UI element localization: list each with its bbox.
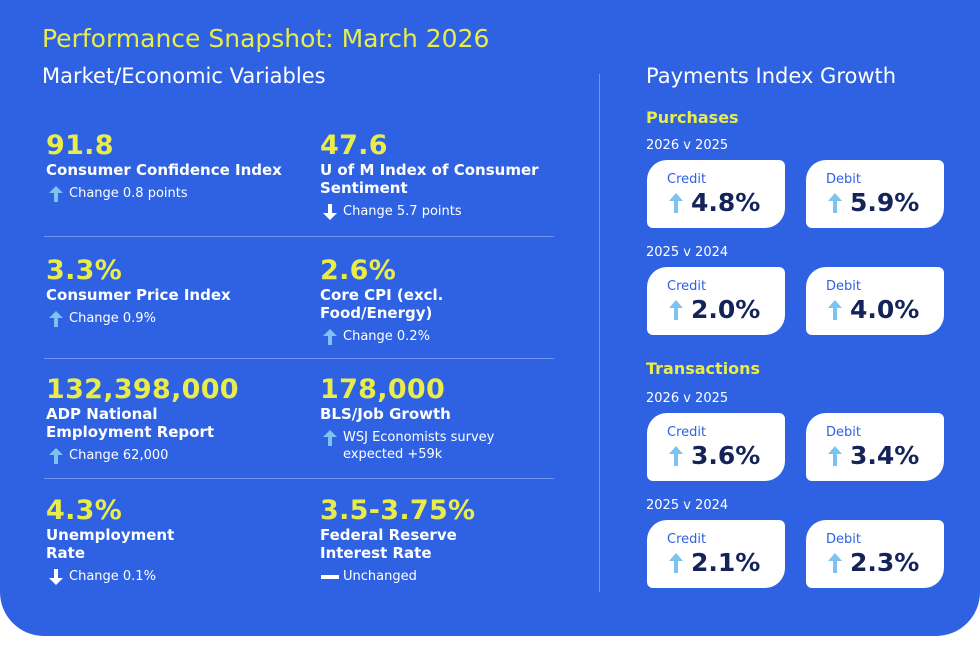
row-divider bbox=[44, 358, 554, 359]
card-value: 2.0% bbox=[691, 295, 761, 324]
metric-change: Change 0.8 points bbox=[46, 185, 306, 203]
card-label: Debit bbox=[826, 279, 861, 294]
up-arrow-icon bbox=[828, 299, 842, 320]
metric-label: Consumer Confidence Index bbox=[46, 161, 282, 179]
period-label: 2025 v 2024 bbox=[646, 498, 729, 513]
card-value: 4.0% bbox=[850, 295, 920, 324]
up-arrow-icon bbox=[49, 186, 63, 202]
period-label: 2026 v 2025 bbox=[646, 391, 729, 406]
metric-change: Unchanged bbox=[320, 568, 500, 586]
metric-label: BLS/Job Growth bbox=[320, 405, 451, 423]
up-arrow-icon bbox=[49, 448, 63, 464]
metric-value: 3.5-3.75% bbox=[320, 495, 476, 526]
purchases-heading: Purchases bbox=[646, 108, 739, 127]
metric-cpi: 3.3% Consumer Price Index Change 0.9% bbox=[46, 256, 306, 328]
metric-label: Unemployment Rate bbox=[46, 526, 175, 562]
metric-change-text: WSJ Economists survey expected +59k bbox=[343, 430, 495, 462]
page-title: Performance Snapshot: March 2026 bbox=[42, 24, 490, 53]
metric-label: U of M Index of Consumer Sentiment bbox=[320, 161, 539, 197]
card-label: Credit bbox=[667, 172, 707, 187]
card-label: Debit bbox=[826, 172, 861, 187]
metric-change-text: Change 0.9% bbox=[69, 311, 156, 326]
up-arrow-icon bbox=[669, 299, 683, 320]
metric-label: Consumer Price Index bbox=[46, 286, 231, 304]
metric-value: 2.6% bbox=[320, 255, 397, 286]
metric-core-cpi: 2.6% Core CPI (excl. Food/Energy) Change… bbox=[320, 256, 520, 346]
transactions-heading: Transactions bbox=[646, 359, 761, 378]
metric-unemployment: 4.3% Unemployment Rate Change 0.1% bbox=[46, 496, 206, 586]
metric-bls-job-growth: 178,000 BLS/Job Growth WSJ Economists su… bbox=[320, 375, 520, 463]
metric-fed-rate: 3.5-3.75% Federal Reserve Interest Rate … bbox=[320, 496, 500, 586]
card-value: 4.8% bbox=[691, 188, 761, 217]
row-divider bbox=[44, 236, 554, 237]
card-value: 2.3% bbox=[850, 548, 920, 577]
transactions-2025-debit-card: Debit 2.3% bbox=[806, 520, 944, 588]
metric-consumer-confidence: 91.8 Consumer Confidence Index Change 0.… bbox=[46, 131, 306, 203]
metric-value: 3.3% bbox=[46, 255, 123, 286]
column-divider bbox=[599, 74, 600, 592]
metric-change: Change 5.7 points bbox=[320, 203, 560, 221]
metric-adp-employment: 132,398,000 ADP National Employment Repo… bbox=[46, 375, 246, 465]
transactions-2026-credit-card: Credit 3.6% bbox=[647, 413, 785, 481]
up-arrow-icon bbox=[323, 430, 337, 446]
transactions-2025-credit-card: Credit 2.1% bbox=[647, 520, 785, 588]
metric-value: 91.8 bbox=[46, 130, 114, 161]
metric-change: Change 0.2% bbox=[320, 328, 520, 346]
up-arrow-icon bbox=[828, 192, 842, 213]
metric-label: Core CPI (excl. Food/Energy) bbox=[320, 286, 444, 322]
up-arrow-icon bbox=[669, 552, 683, 573]
metric-change-text: Change 0.2% bbox=[343, 329, 430, 344]
metric-change-text: Change 62,000 bbox=[69, 448, 169, 463]
flat-dash-icon bbox=[321, 575, 339, 579]
up-arrow-icon bbox=[49, 311, 63, 327]
card-value: 3.6% bbox=[691, 441, 761, 470]
metric-change: Change 0.1% bbox=[46, 568, 206, 586]
payments-index-heading: Payments Index Growth bbox=[646, 64, 897, 88]
metric-change-text: Change 0.8 points bbox=[69, 186, 188, 201]
up-arrow-icon bbox=[669, 192, 683, 213]
period-label: 2026 v 2025 bbox=[646, 138, 729, 153]
down-arrow-icon bbox=[323, 204, 337, 220]
metric-change-text: Change 5.7 points bbox=[343, 204, 462, 219]
card-label: Debit bbox=[826, 532, 861, 547]
down-arrow-icon bbox=[49, 569, 63, 585]
card-value: 5.9% bbox=[850, 188, 920, 217]
metric-change: Change 62,000 bbox=[46, 447, 246, 465]
market-variables-heading: Market/Economic Variables bbox=[42, 64, 326, 88]
period-label: 2025 v 2024 bbox=[646, 245, 729, 260]
up-arrow-icon bbox=[669, 445, 683, 466]
metric-consumer-sentiment: 47.6 U of M Index of Consumer Sentiment … bbox=[320, 131, 560, 221]
metric-value: 178,000 bbox=[320, 374, 446, 405]
card-label: Credit bbox=[667, 279, 707, 294]
metric-value: 4.3% bbox=[46, 495, 123, 526]
card-value: 2.1% bbox=[691, 548, 761, 577]
card-label: Debit bbox=[826, 425, 861, 440]
metric-change-text: Change 0.1% bbox=[69, 569, 156, 584]
card-value: 3.4% bbox=[850, 441, 920, 470]
up-arrow-icon bbox=[323, 329, 337, 345]
card-label: Credit bbox=[667, 425, 707, 440]
metric-change: Change 0.9% bbox=[46, 310, 306, 328]
card-label: Credit bbox=[667, 532, 707, 547]
transactions-2026-debit-card: Debit 3.4% bbox=[806, 413, 944, 481]
purchases-2025-debit-card: Debit 4.0% bbox=[806, 267, 944, 335]
metric-label: Federal Reserve Interest Rate bbox=[320, 526, 457, 562]
metric-label: ADP National Employment Report bbox=[46, 405, 215, 441]
purchases-2026-credit-card: Credit 4.8% bbox=[647, 160, 785, 228]
metric-value: 47.6 bbox=[320, 130, 388, 161]
metric-change: WSJ Economists survey expected +59k bbox=[320, 429, 520, 463]
metric-value: 132,398,000 bbox=[46, 374, 239, 405]
metric-change-text: Unchanged bbox=[343, 569, 417, 584]
up-arrow-icon bbox=[828, 552, 842, 573]
up-arrow-icon bbox=[828, 445, 842, 466]
purchases-2025-credit-card: Credit 2.0% bbox=[647, 267, 785, 335]
row-divider bbox=[44, 478, 554, 479]
purchases-2026-debit-card: Debit 5.9% bbox=[806, 160, 944, 228]
